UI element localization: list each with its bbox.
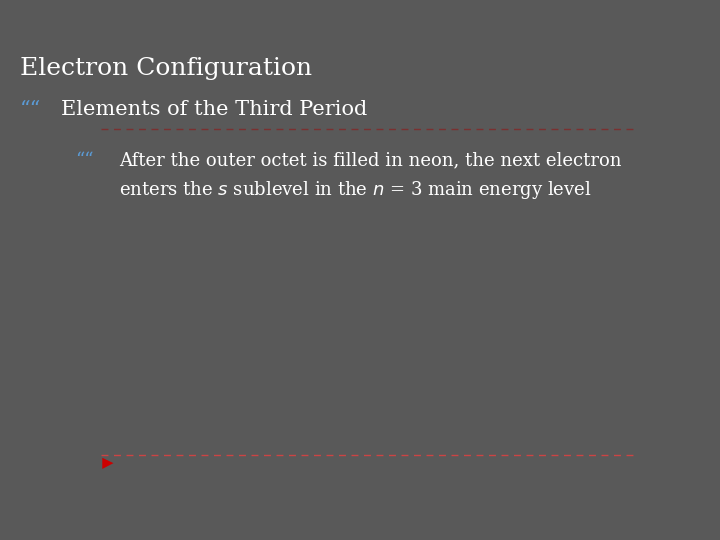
Text: Electron Configuration: Electron Configuration [20, 57, 312, 80]
Polygon shape [102, 458, 114, 469]
Text: enters the $s$ sublevel in the $n$ = 3 main energy level: enters the $s$ sublevel in the $n$ = 3 m… [119, 179, 592, 201]
Text: ““: ““ [20, 100, 42, 119]
Text: Elements of the Third Period: Elements of the Third Period [61, 100, 367, 119]
Text: ““: ““ [76, 151, 94, 169]
Text: After the outer octet is filled in neon, the next electron: After the outer octet is filled in neon,… [119, 151, 621, 169]
